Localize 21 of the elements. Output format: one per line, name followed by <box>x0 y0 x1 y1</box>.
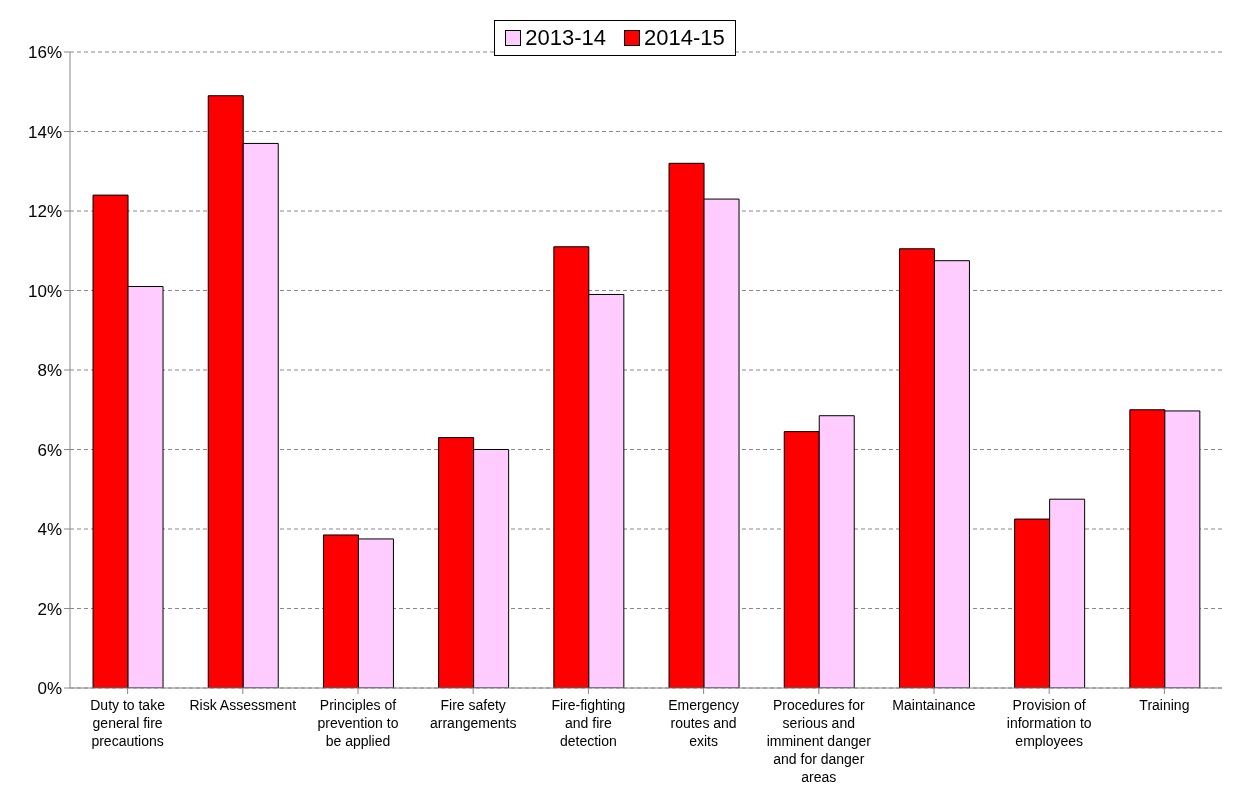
x-tick-label: Principles of prevention to be applied <box>317 697 399 749</box>
x-tick-label: Fire safety arrangements <box>430 697 517 731</box>
y-tick-label: 8% <box>37 361 62 381</box>
y-tick-label: 4% <box>37 520 62 540</box>
x-tick-label: Risk Assessment <box>189 697 297 713</box>
x-tick-label: Maintainance <box>892 697 976 713</box>
x-tick-label: Fire-fighting and fire detection <box>551 697 626 749</box>
x-tick-label: Training <box>1139 697 1190 713</box>
legend-label: 2013-14 <box>524 25 606 51</box>
x-tick-label: Duty to take general fire precautions <box>90 697 166 749</box>
y-tick-label: 6% <box>37 440 62 460</box>
y-tick-label: 0% <box>37 679 62 699</box>
y-tick-label: 12% <box>27 202 62 222</box>
x-tick-label: Emergency routes and exits <box>668 697 740 749</box>
y-tick-label: 14% <box>27 122 62 142</box>
y-tick-label: 16% <box>27 43 62 63</box>
x-tick-label: Provision of information to employees <box>1006 697 1092 749</box>
legend-label: 2014-15 <box>643 25 725 51</box>
y-tick-label: 2% <box>37 599 62 619</box>
x-tick-label: Procedures for serious and imminent danger and for danger areas <box>766 697 872 785</box>
y-tick-label: 10% <box>27 281 62 301</box>
